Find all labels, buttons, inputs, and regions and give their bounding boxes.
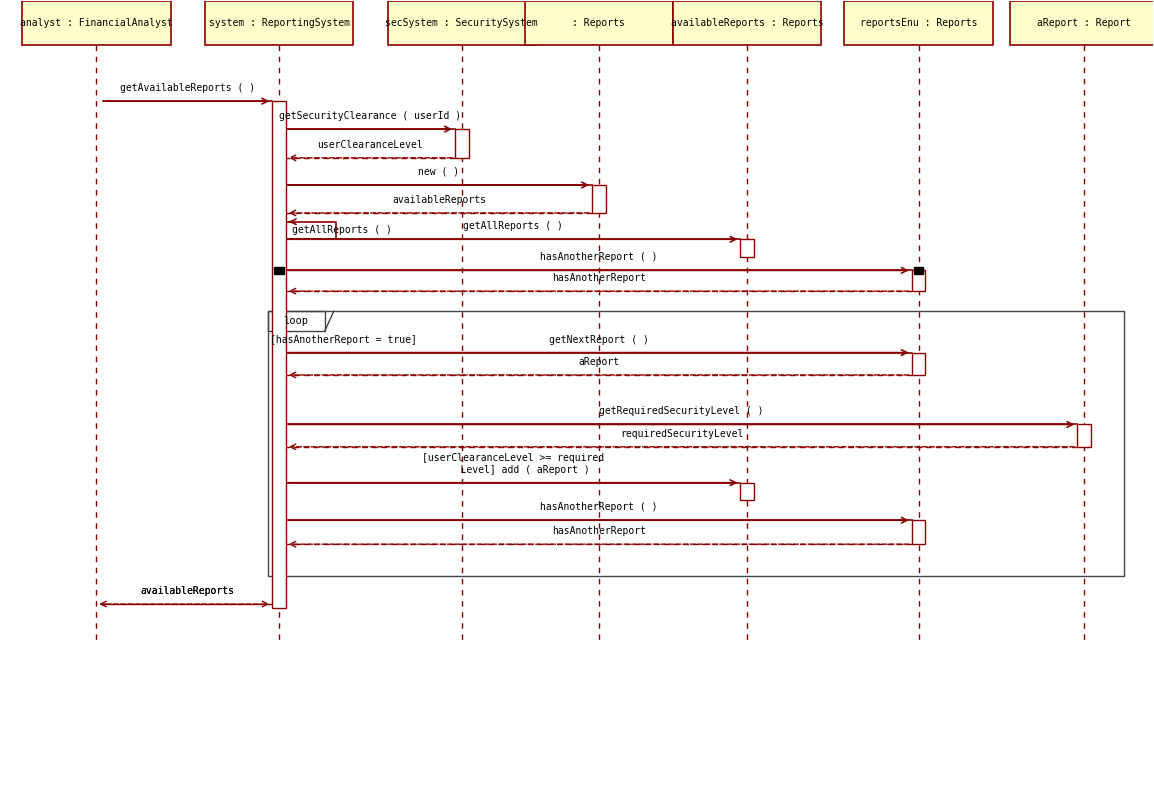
Bar — [673, 2, 822, 46]
Bar — [525, 2, 673, 46]
Text: getAllReports ( ): getAllReports ( ) — [292, 225, 391, 235]
Text: userClearanceLevel: userClearanceLevel — [317, 140, 424, 150]
Text: reportsEnu : Reports: reportsEnu : Reports — [860, 18, 977, 28]
Text: loop: loop — [284, 316, 308, 326]
Bar — [741, 483, 754, 501]
Bar — [455, 129, 469, 158]
Bar — [912, 352, 926, 375]
Bar — [275, 268, 284, 274]
Text: secSystem : SecuritySystem: secSystem : SecuritySystem — [385, 18, 538, 28]
Text: getAvailableReports ( ): getAvailableReports ( ) — [120, 83, 255, 93]
Text: availableReports: availableReports — [141, 586, 234, 596]
Text: : Reports: : Reports — [572, 18, 625, 28]
Bar — [741, 239, 754, 257]
Bar — [1077, 425, 1091, 447]
Text: getSecurityClearance ( userId ): getSecurityClearance ( userId ) — [279, 111, 462, 121]
Text: aReport : Report: aReport : Report — [1037, 18, 1131, 28]
Bar — [912, 271, 926, 291]
Text: hasAnotherReport: hasAnotherReport — [552, 273, 646, 284]
Bar — [22, 2, 171, 46]
Text: availableReports: availableReports — [141, 586, 234, 596]
Bar — [845, 2, 992, 46]
Bar — [204, 2, 353, 46]
Text: availableReports: availableReports — [392, 195, 486, 205]
Text: system : ReportingSystem: system : ReportingSystem — [209, 18, 350, 28]
Text: hasAnotherReport ( ): hasAnotherReport ( ) — [540, 502, 658, 513]
Text: getNextReport ( ): getNextReport ( ) — [549, 335, 649, 344]
Text: hasAnotherReport ( ): hasAnotherReport ( ) — [540, 252, 658, 263]
Text: hasAnotherReport: hasAnotherReport — [552, 526, 646, 536]
Text: [hasAnotherReport = true]: [hasAnotherReport = true] — [270, 335, 417, 345]
Bar — [1010, 2, 1154, 46]
Text: requiredSecurityLevel: requiredSecurityLevel — [620, 429, 743, 439]
Bar — [592, 185, 606, 213]
Text: aReport: aReport — [578, 357, 620, 367]
Text: analyst : FinancialAnalyst: analyst : FinancialAnalyst — [20, 18, 173, 28]
Bar — [272, 101, 286, 608]
Text: getRequiredSecurityLevel ( ): getRequiredSecurityLevel ( ) — [599, 406, 764, 417]
Text: new ( ): new ( ) — [419, 167, 459, 177]
Bar — [914, 268, 923, 274]
Text: availableReports : Reports: availableReports : Reports — [670, 18, 824, 28]
Bar — [388, 2, 535, 46]
Text: [userClearanceLevel >= required
    Level] add ( aReport ): [userClearanceLevel >= required Level] a… — [422, 453, 605, 475]
Bar — [912, 520, 926, 544]
Bar — [268, 311, 324, 331]
Text: getAllReports ( ): getAllReports ( ) — [463, 221, 563, 231]
Bar — [268, 311, 1124, 576]
